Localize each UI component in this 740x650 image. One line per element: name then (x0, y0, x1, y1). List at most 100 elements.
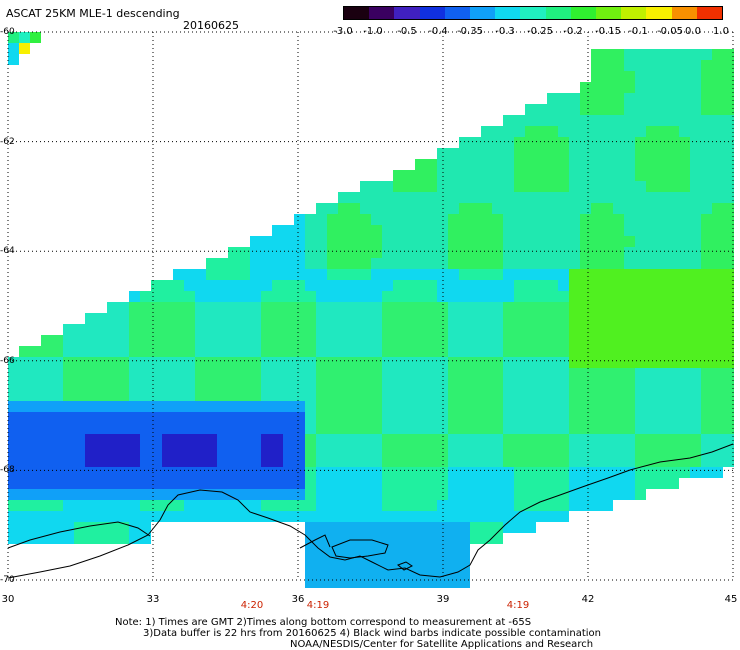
data-cell (536, 357, 547, 368)
data-cell (657, 126, 668, 137)
data-cell (470, 500, 481, 511)
data-cell (448, 291, 459, 302)
data-cell (481, 522, 492, 533)
data-cell (481, 258, 492, 269)
data-cell (41, 533, 52, 544)
data-cell (228, 456, 239, 467)
data-cell (558, 291, 569, 302)
data-cell (173, 434, 184, 445)
data-cell (690, 302, 701, 313)
data-cell (338, 500, 349, 511)
data-cell (239, 379, 250, 390)
data-cell (690, 181, 701, 192)
data-cell (349, 379, 360, 390)
data-cell (360, 247, 371, 258)
data-cell (591, 423, 602, 434)
data-cell (514, 192, 525, 203)
data-cell (536, 401, 547, 412)
data-cell (591, 456, 602, 467)
data-cell (360, 500, 371, 511)
data-cell (360, 412, 371, 423)
data-cell (624, 148, 635, 159)
data-cell (470, 280, 481, 291)
data-cell (371, 467, 382, 478)
data-cell (382, 181, 393, 192)
data-cell (723, 203, 734, 214)
data-cell (558, 434, 569, 445)
data-cell (294, 214, 305, 225)
data-cell (547, 214, 558, 225)
data-cell (525, 247, 536, 258)
data-cell (52, 434, 63, 445)
data-cell (140, 445, 151, 456)
data-cell (536, 346, 547, 357)
data-cell (349, 566, 360, 577)
data-cell (569, 390, 580, 401)
data-cell (382, 533, 393, 544)
data-cell (63, 357, 74, 368)
data-cell (195, 500, 206, 511)
data-cell (459, 225, 470, 236)
data-cell (338, 577, 349, 588)
data-cell (613, 291, 624, 302)
data-cell (470, 258, 481, 269)
data-cell (525, 467, 536, 478)
data-cell (107, 533, 118, 544)
data-cell (349, 291, 360, 302)
data-cell (503, 280, 514, 291)
data-cell (151, 313, 162, 324)
data-cell (30, 467, 41, 478)
x-tick-label: 45 (724, 594, 738, 605)
data-cell (140, 302, 151, 313)
data-cell (217, 412, 228, 423)
data-cell (701, 137, 712, 148)
data-cell (250, 412, 261, 423)
data-cell (448, 324, 459, 335)
data-cell (635, 302, 646, 313)
data-cell (679, 467, 690, 478)
data-cell (338, 203, 349, 214)
data-cell (338, 445, 349, 456)
data-cell (547, 236, 558, 247)
data-cell (52, 467, 63, 478)
data-cell (525, 192, 536, 203)
data-cell (580, 104, 591, 115)
data-cell (30, 511, 41, 522)
data-cell (272, 511, 283, 522)
data-cell (107, 489, 118, 500)
data-cell (96, 379, 107, 390)
data-cell (723, 214, 734, 225)
data-cell (404, 511, 415, 522)
data-cell (206, 302, 217, 313)
data-cell (30, 357, 41, 368)
data-cell (426, 181, 437, 192)
data-cell (239, 302, 250, 313)
data-cell (536, 434, 547, 445)
data-cell (382, 423, 393, 434)
data-cell (52, 346, 63, 357)
data-cell (184, 467, 195, 478)
data-cell (360, 258, 371, 269)
data-cell (426, 280, 437, 291)
data-cell (624, 60, 635, 71)
x-tick-label: 42 (581, 594, 595, 605)
data-cell (283, 445, 294, 456)
data-cell (338, 401, 349, 412)
data-cell (613, 203, 624, 214)
data-cell (437, 225, 448, 236)
data-cell (305, 401, 316, 412)
data-cell (492, 412, 503, 423)
data-cell (63, 423, 74, 434)
data-cell (624, 379, 635, 390)
data-cell (393, 555, 404, 566)
coastline (7, 443, 734, 579)
data-cell (723, 104, 734, 115)
data-cell (85, 511, 96, 522)
data-cell (338, 247, 349, 258)
data-cell (239, 412, 250, 423)
data-cell (206, 467, 217, 478)
data-cell (668, 478, 679, 489)
data-cell (547, 247, 558, 258)
data-cell (481, 302, 492, 313)
data-cell (635, 203, 646, 214)
